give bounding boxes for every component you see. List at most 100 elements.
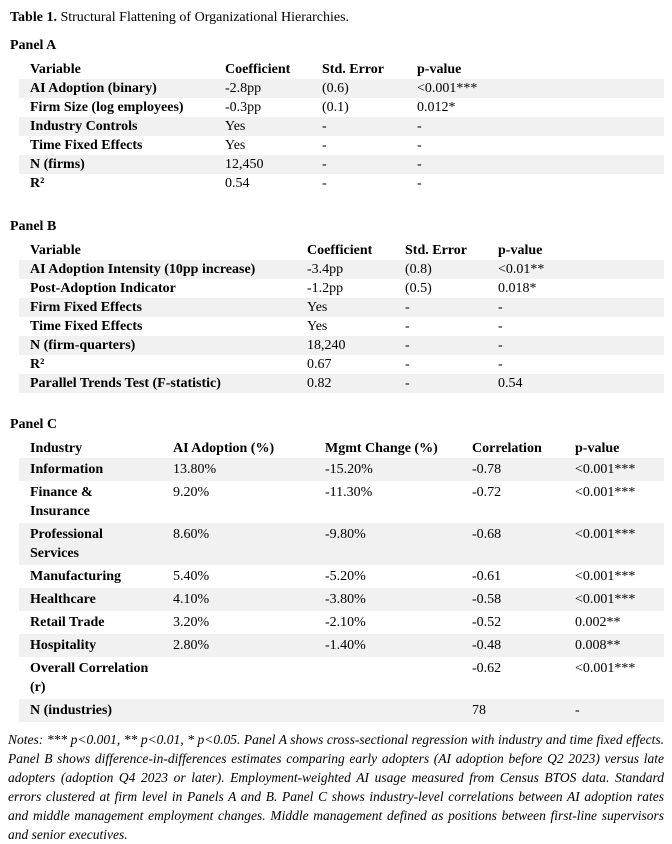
column-header: p-value: [417, 62, 462, 77]
table-cell: Finance & Insurance: [30, 485, 93, 519]
table-cell: -: [405, 376, 410, 391]
table-cell: N (industries): [30, 703, 113, 718]
table-row: Time Fixed Effects Yes - -: [19, 136, 664, 155]
table-cell: <0.001***: [575, 592, 636, 607]
table-cell: 0.54: [498, 376, 523, 391]
table-title-text: Structural Flattening of Organizational …: [60, 10, 350, 25]
table-cell: -: [417, 176, 422, 191]
table-cell: 0.002**: [575, 615, 621, 630]
panel-b-label: Panel B: [10, 219, 57, 234]
table-cell: Information: [30, 462, 104, 477]
table-cell: -0.48: [472, 638, 502, 653]
table-cell: -3.80%: [325, 592, 366, 607]
table-cell: 0.008**: [575, 638, 621, 653]
column-header: Variable: [30, 243, 81, 258]
table-cell: <0.001***: [575, 485, 636, 500]
table-notes: Notes: *** p<0.001, ** p<0.01, * p<0.05.…: [8, 730, 664, 844]
table-row: Retail Trade 3.20% -2.10% -0.52 0.002**: [19, 611, 664, 634]
table-cell: -0.52: [472, 615, 502, 630]
table-cell: (0.1): [322, 100, 349, 115]
table-row: Firm Fixed Effects Yes - -: [19, 298, 664, 317]
table-cell: 13.80%: [173, 462, 217, 477]
table-cell: 12,450: [225, 157, 264, 172]
column-header: Correlation: [472, 441, 542, 456]
table-cell: Manufacturing: [30, 569, 121, 584]
table-cell: Yes: [307, 300, 328, 315]
table-row: N (firms) 12,450 - -: [19, 155, 664, 174]
table-cell: 0.67: [307, 357, 332, 372]
table-cell: 18,240: [307, 338, 346, 353]
table-cell: -: [417, 119, 422, 134]
table-cell: -: [405, 357, 410, 372]
table-cell: 0.018*: [498, 281, 537, 296]
table-cell: R²: [30, 357, 45, 372]
column-header: Coefficient: [225, 62, 291, 77]
table-row: Information 13.80% -15.20% -0.78 <0.001***: [19, 458, 664, 481]
table-cell: -0.72: [472, 485, 502, 500]
table-row: R² 0.67 - -: [19, 355, 664, 374]
column-header: Std. Error: [405, 243, 467, 258]
table-cell: -1.2pp: [307, 281, 344, 296]
table-cell: -2.10%: [325, 615, 366, 630]
table-cell: -15.20%: [325, 462, 373, 477]
panel-c-table: Industry AI Adoption (%) Mgmt Change (%) Co…: [19, 439, 664, 722]
table-cell: <0.001***: [575, 462, 636, 477]
table-cell: Healthcare: [30, 592, 96, 607]
header-row: Variable Coefficient Std. Error p-value: [19, 60, 664, 79]
table-cell: -: [322, 157, 327, 172]
table-row: AI Adoption (binary) -2.8pp (0.6) <0.001***: [19, 79, 664, 98]
table-cell: [314, 699, 461, 722]
table-cell: (0.6): [322, 81, 349, 96]
table-row: Manufacturing 5.40% -5.20% -0.61 <0.001***: [19, 565, 664, 588]
table-cell: Retail Trade: [30, 615, 105, 630]
table-cell: -0.62: [472, 661, 502, 676]
table-cell: Yes: [307, 319, 328, 334]
table-cell: <0.001***: [575, 527, 636, 542]
table-cell: Yes: [225, 138, 246, 153]
table-row: Healthcare 4.10% -3.80% -0.58 <0.001***: [19, 588, 664, 611]
table-cell: AI Adoption Intensity (10pp increase): [30, 262, 256, 277]
table-title: Table 1. Structural Flattening of Organi…: [10, 8, 664, 27]
table-cell: -: [322, 138, 327, 153]
table-cell: -: [498, 319, 503, 334]
table-cell: -11.30%: [325, 485, 373, 500]
table-cell: 0.54: [225, 176, 250, 191]
table-cell: -0.61: [472, 569, 502, 584]
table-cell: (0.8): [405, 262, 432, 277]
table-cell: -0.68: [472, 527, 502, 542]
table-cell: -: [405, 338, 410, 353]
notes-text: *** p<0.001, ** p<0.01, * p<0.05. Panel …: [8, 732, 665, 842]
table-cell: -: [417, 157, 422, 172]
table-row: Firm Size (log employees) -0.3pp (0.1) 0.01…: [19, 98, 664, 117]
table-cell: -9.80%: [325, 527, 366, 542]
table-cell: 78: [472, 703, 486, 718]
table-cell: N (firm-quarters): [30, 338, 136, 353]
table-cell: Time Fixed Effects: [30, 138, 143, 153]
table-cell: -: [498, 338, 503, 353]
table-cell: <0.001***: [575, 569, 636, 584]
column-header: Coefficient: [307, 243, 373, 258]
table-cell: -: [405, 300, 410, 315]
table-cell: 0.82: [307, 376, 332, 391]
table-cell: -: [575, 703, 580, 718]
table-row: N (firm-quarters) 18,240 - -: [19, 336, 664, 355]
header-row: Industry AI Adoption (%) Mgmt Change (%) Co…: [19, 439, 664, 458]
table-cell: 0.012*: [417, 100, 456, 115]
table-cell: -5.20%: [325, 569, 366, 584]
table-number-label: Table 1.: [10, 10, 57, 25]
column-header: Industry: [30, 441, 83, 456]
column-header: AI Adoption (%): [173, 441, 275, 456]
panel-b-table: Variable Coefficient Std. Error p-value AI A…: [19, 241, 664, 393]
table-row: Industry Controls Yes - -: [19, 117, 664, 136]
table-cell: <0.001***: [575, 661, 636, 676]
table-cell: R²: [30, 176, 45, 191]
table-cell: -1.40%: [325, 638, 366, 653]
panel-a-label: Panel A: [10, 38, 57, 53]
table-cell: Yes: [225, 119, 246, 134]
table-cell: 4.10%: [173, 592, 210, 607]
table-row: Post-Adoption Indicator -1.2pp (0.5) 0.018*: [19, 279, 664, 298]
notes-label: Notes:: [8, 732, 44, 747]
table-cell: 5.40%: [173, 569, 210, 584]
table-cell: Parallel Trends Test (F-statistic): [30, 376, 221, 391]
